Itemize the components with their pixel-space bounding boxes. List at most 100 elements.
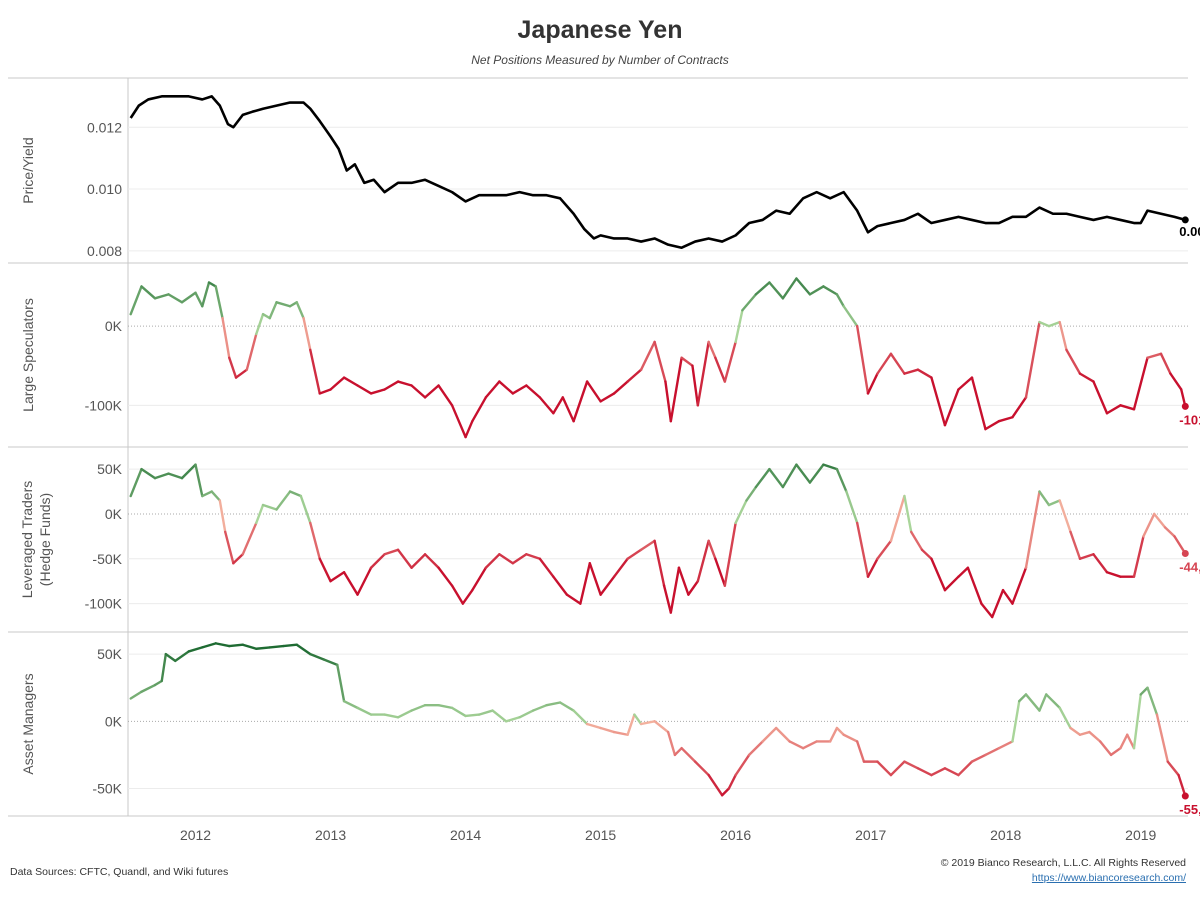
series-segment (734, 309, 744, 344)
website-link[interactable]: https://www.biancoresearch.com/ (1031, 872, 1186, 884)
series-segment (808, 463, 825, 484)
series-segment (396, 380, 413, 387)
series-segment (639, 539, 656, 552)
series-segment (410, 384, 427, 399)
series-segment (140, 285, 157, 300)
series-segment (669, 566, 681, 614)
series-segment (1024, 693, 1041, 712)
series-segment (991, 588, 1005, 619)
series-segment (309, 652, 325, 661)
series-segment (342, 699, 359, 710)
series-segment (920, 548, 933, 560)
series-segment (1169, 372, 1183, 391)
x-tick-label: 2012 (180, 827, 211, 843)
series-segment (1109, 746, 1122, 757)
y-tick-label: 50K (97, 646, 123, 662)
series-segment (369, 553, 386, 569)
series-segment (477, 709, 494, 716)
series-segment (599, 575, 616, 596)
price-line (129, 95, 1186, 250)
series-segment (201, 490, 213, 498)
series-segment (1065, 348, 1082, 375)
chart-subtitle: Net Positions Measured by Number of Cont… (471, 53, 729, 67)
series-segment (734, 499, 748, 525)
series-segment (633, 713, 643, 726)
series-segment (1047, 499, 1061, 507)
series-segment (241, 643, 258, 650)
y-tick-label: 0K (105, 713, 123, 729)
series-segment (461, 588, 474, 605)
series-segment (984, 746, 1001, 757)
series-segment (1078, 372, 1095, 383)
series-segment (889, 760, 906, 777)
series-segment (612, 380, 629, 395)
series-segment (423, 384, 440, 399)
y-tick-label: 0K (105, 506, 123, 522)
series-segment (866, 372, 879, 395)
series-segment (1024, 490, 1041, 569)
series-segment (741, 293, 758, 312)
series-segment (653, 539, 666, 587)
series-segment (876, 352, 893, 375)
series-segment (1047, 320, 1061, 328)
series-segment (309, 521, 321, 560)
y-tick-label: 0.008 (87, 243, 122, 259)
series-segment (318, 388, 332, 395)
series-segment (984, 419, 1001, 431)
series-segment (1058, 706, 1072, 730)
series-segment (224, 530, 235, 565)
series-segment (194, 291, 204, 308)
series-segment (626, 368, 643, 383)
series-segment (680, 746, 697, 763)
series-segment (693, 760, 710, 777)
series-segment (245, 332, 258, 371)
copyright: © 2019 Bianco Research, L.L.C. All Right… (940, 857, 1186, 869)
series-segment (723, 340, 737, 383)
series-segment (727, 773, 737, 790)
series-segment (295, 643, 312, 656)
series-segment (396, 548, 413, 569)
series-segment (714, 557, 727, 587)
series-segment (1119, 733, 1129, 750)
y-axis-label: Large Speculators (20, 298, 36, 412)
series-segment (1159, 352, 1172, 375)
series-segment (282, 643, 298, 648)
x-tick-label: 2018 (990, 827, 1021, 843)
series-segment (1058, 499, 1072, 534)
series-segment (734, 753, 751, 777)
series-segment (1126, 733, 1136, 750)
series-segment (585, 722, 602, 730)
series-segment (129, 285, 143, 316)
series-segment (174, 650, 190, 663)
series-segment (970, 753, 987, 763)
series-segment (471, 566, 488, 592)
series-segment (930, 557, 947, 592)
x-tick-label: 2015 (585, 827, 616, 843)
series-segment (835, 467, 848, 493)
series-segment (1092, 380, 1109, 415)
series-segment (160, 652, 168, 683)
series-segment (1099, 740, 1113, 757)
series-segment (275, 301, 292, 308)
series-segment (1011, 396, 1028, 419)
series-segment (662, 584, 673, 614)
series-segment (1001, 588, 1014, 605)
series-segment (153, 679, 163, 687)
series-segment (309, 348, 321, 395)
series-segment (801, 740, 818, 750)
series-segment (210, 490, 222, 502)
series-segment (585, 380, 602, 403)
series-segment (261, 312, 271, 320)
series-segment (356, 706, 373, 716)
series-segment (930, 376, 947, 427)
series-segment (228, 356, 238, 379)
series-segment (599, 726, 616, 734)
series-segment (664, 380, 673, 423)
series-segment (943, 767, 960, 777)
series-segment (423, 553, 440, 569)
series-segment (696, 340, 710, 407)
series-segment (691, 364, 700, 407)
y-axis-label: Asset Managers (20, 673, 36, 774)
series-segment (302, 316, 312, 352)
series-segment (1155, 713, 1169, 763)
